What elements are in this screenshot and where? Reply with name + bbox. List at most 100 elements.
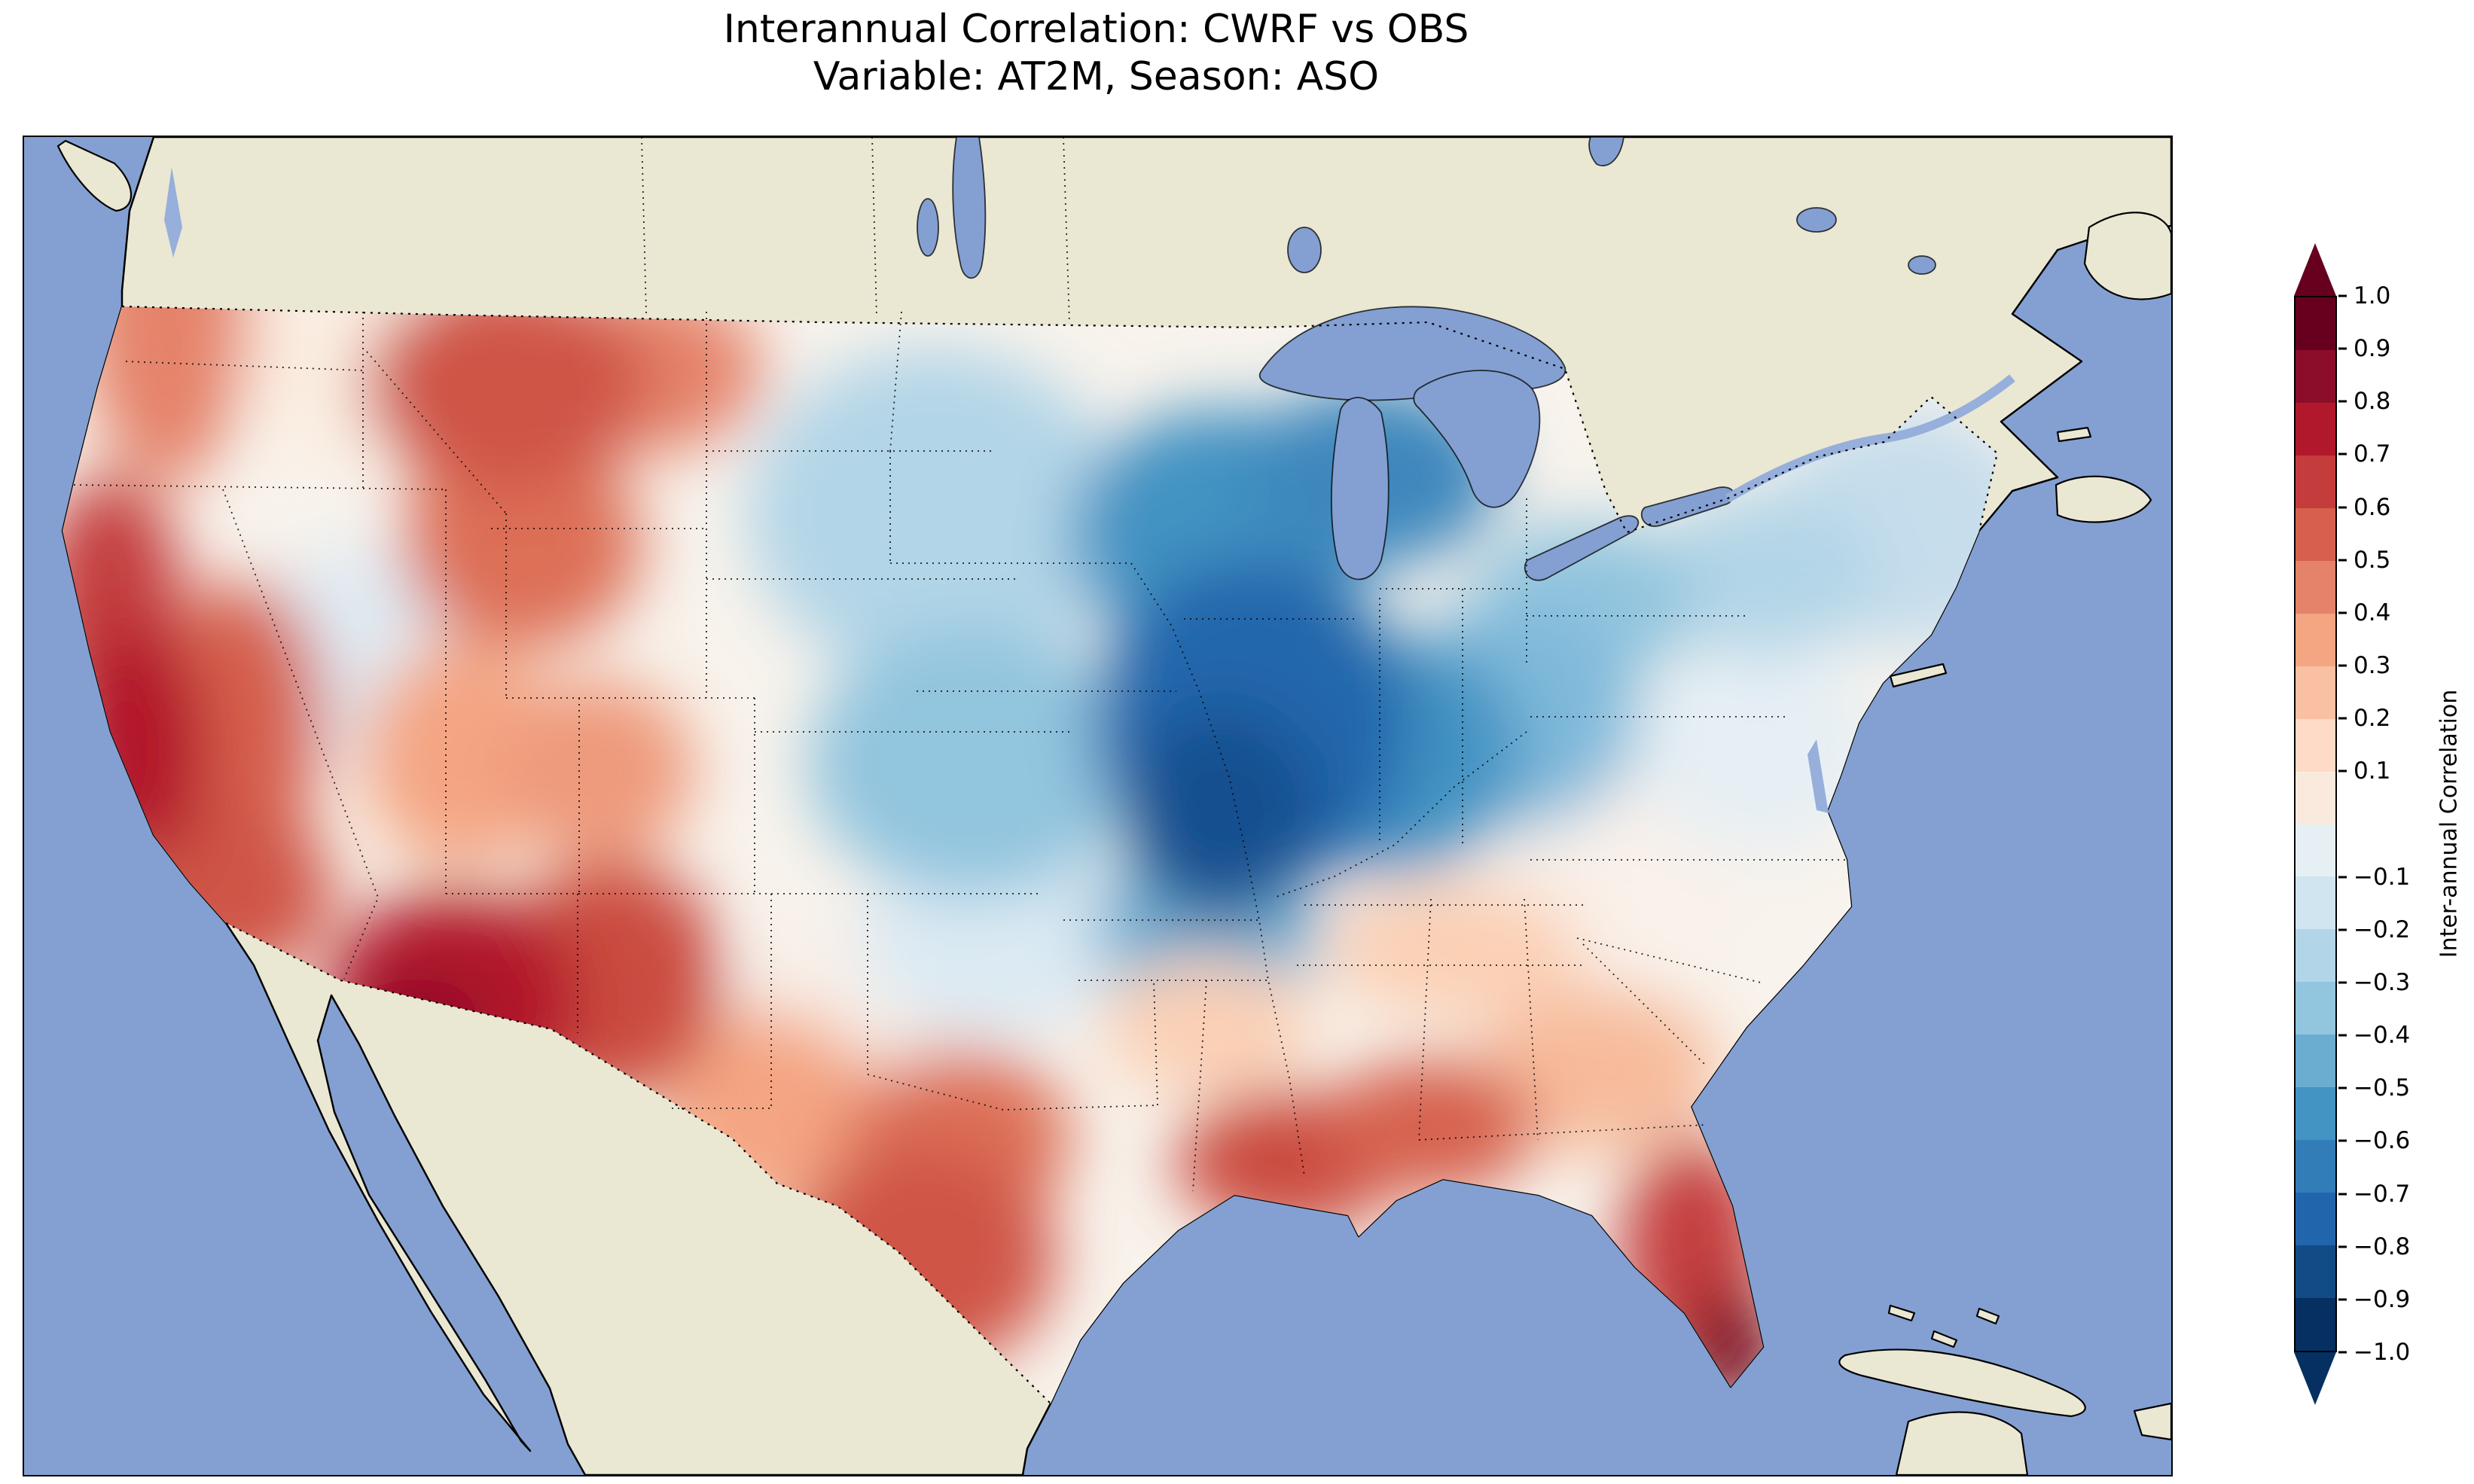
colorbar-tick-mark <box>2338 1351 2347 1354</box>
field-region-iowa-missouri-core <box>1124 709 1319 920</box>
colorbar-tick-mark <box>2338 453 2347 456</box>
lake-erie <box>1524 515 1640 581</box>
colorbar-band <box>2296 1245 2335 1299</box>
colorbar-extend-under-triangle <box>2294 1352 2336 1405</box>
colorbar-tick-label: 0.4 <box>2354 599 2391 626</box>
figure-title-block: Interannual Correlation: CWRF vs OBS Var… <box>23 6 2170 102</box>
colorbar-tick-mark <box>2338 769 2347 772</box>
colorbar-tick-label: −1.0 <box>2354 1339 2411 1366</box>
colorbar-tick-mark <box>2338 664 2347 667</box>
colorbar-tick-label: 0.3 <box>2354 652 2391 680</box>
colorbar-tick-mark <box>2338 294 2347 297</box>
colorbar-tick-label: −0.4 <box>2354 1022 2411 1050</box>
st-lawrence-river <box>1725 374 2015 503</box>
figure-title: Interannual Correlation: CWRF vs OBS <box>723 7 1469 52</box>
newfoundland <box>2083 212 2171 300</box>
colorbar-tick-label: 0.1 <box>2354 757 2391 785</box>
lake-quebec-1 <box>1796 207 1837 233</box>
field-region-montana-west <box>363 306 649 491</box>
colorbar-tick-mark <box>2338 981 2347 984</box>
bahamas-3 <box>1975 1307 2000 1325</box>
bahamas-1 <box>1887 1304 1916 1322</box>
colorbar-band <box>2296 666 2335 719</box>
lake-nipigon <box>1287 227 1322 273</box>
colorbar-band <box>2296 455 2335 508</box>
colorbar-band <box>2296 876 2335 930</box>
colorbar-band <box>2296 1193 2335 1246</box>
colorbar-tick-mark <box>2338 876 2347 879</box>
colorbar-tick-mark <box>2338 1298 2347 1301</box>
colorbar-tick-mark <box>2338 347 2347 350</box>
colorbar-tick-mark <box>2338 506 2347 509</box>
vancouver-island <box>56 139 133 212</box>
colorbar-band <box>2296 1087 2335 1141</box>
lakes <box>917 137 1936 581</box>
colorbar-band <box>2296 824 2335 877</box>
map-axes <box>23 136 2173 1476</box>
colorbar-tick-mark <box>2338 1139 2347 1142</box>
colorbar-band <box>2296 982 2335 1035</box>
colorbar-tick-label: −0.5 <box>2354 1074 2411 1102</box>
colorbar-band <box>2296 1035 2335 1088</box>
colorbar-tick-label: 0.7 <box>2354 440 2391 468</box>
colorbar-tick-label: −0.3 <box>2354 968 2411 996</box>
colorbar-tick-mark <box>2338 1193 2347 1196</box>
colorbar <box>2294 243 2337 1405</box>
correlation-field <box>63 306 1997 1403</box>
lake-quebec-2 <box>1908 255 1936 275</box>
colorbar-tick-label: −0.7 <box>2354 1180 2411 1208</box>
field-region-arkansas-light <box>1101 958 1312 1093</box>
colorbar-tick-mark <box>2338 559 2347 562</box>
colorbar-tick-label: −0.1 <box>2354 863 2411 891</box>
field-region-nebraska-kansas <box>807 626 1139 897</box>
colorbar-band <box>2296 718 2335 772</box>
lake-ontario <box>1640 486 1735 527</box>
colorbar-band <box>2296 1298 2335 1351</box>
prince-edward-island <box>2056 426 2092 443</box>
colorbar-band <box>2296 349 2335 403</box>
colorbar-extend-over-triangle <box>2294 243 2336 296</box>
colorbar-band <box>2296 560 2335 614</box>
colorbar-band <box>2296 507 2335 561</box>
colorbar-tick-mark <box>2338 717 2347 720</box>
field-region-new-york <box>1651 491 1877 657</box>
james-bay <box>1588 137 1624 166</box>
colorbar-bands <box>2294 296 2337 1352</box>
colorbar-band <box>2296 771 2335 824</box>
colorbar-tick-label: 0.2 <box>2354 705 2391 733</box>
colorbar-tick-mark <box>2338 400 2347 403</box>
colorbar-tick-label: −0.9 <box>2354 1285 2411 1313</box>
colorbar-tick-mark <box>2338 1034 2347 1037</box>
field-region-dakotas-plains <box>747 348 1124 679</box>
nova-scotia <box>2055 475 2152 523</box>
colorbar-axis-label: Inter-annual Correlation <box>2436 689 2463 958</box>
colorbar-tick-mark <box>2338 1245 2347 1248</box>
colorbar-tick-mark <box>2338 611 2347 614</box>
colorbar-tick-label: −0.8 <box>2354 1233 2411 1260</box>
field-region-pacific-nw-coast <box>84 306 250 483</box>
colorbar-band <box>2296 1140 2335 1193</box>
colorbar-tick-label: 0.6 <box>2354 493 2391 521</box>
field-region-oklahoma <box>860 852 1131 1033</box>
hispaniola <box>2133 1402 2171 1441</box>
chesapeake-bay <box>1807 739 1829 813</box>
field-region-georgia-coast <box>1478 988 1719 1153</box>
field-region-mississippi-alabama-coast <box>1327 1059 1538 1195</box>
state-borders <box>73 137 1850 1192</box>
colorbar-tick-mark <box>2338 1086 2347 1089</box>
water-details <box>164 167 1829 813</box>
colorbar-band <box>2296 613 2335 666</box>
puget-sound <box>164 167 182 257</box>
us-correlation-map <box>24 137 2171 1475</box>
colorbar-tick-label: 0.5 <box>2354 546 2391 574</box>
lake-winnipeg <box>952 137 987 279</box>
bahamas-2 <box>1930 1330 1958 1348</box>
colorbar-tick-label: 0.9 <box>2354 335 2391 363</box>
yucatan <box>1895 1411 2029 1475</box>
colorbar-band <box>2296 402 2335 456</box>
figure-subtitle: Variable: AT2M, Season: ASO <box>813 54 1380 100</box>
long-island <box>1889 663 1948 688</box>
lake-manitoba <box>917 198 939 257</box>
field-region-colorado-west <box>499 679 694 860</box>
cuba <box>1838 1348 2086 1418</box>
